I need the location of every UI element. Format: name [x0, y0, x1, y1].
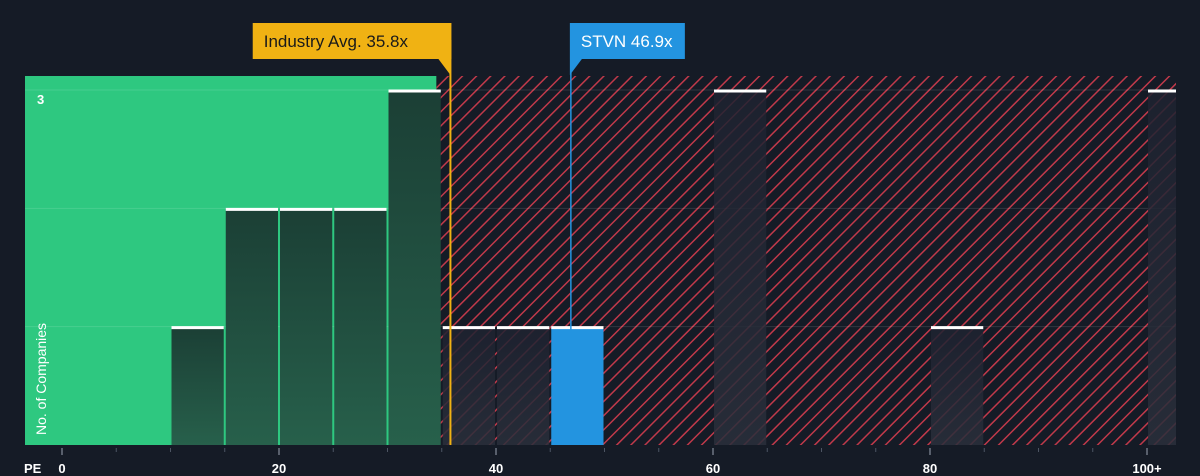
x-axis: 0 20 40 60 80 100+	[58, 448, 1162, 476]
histogram-bar	[931, 326, 984, 445]
y-tick-label: 3	[37, 92, 44, 107]
histogram-bar	[442, 326, 495, 445]
x-axis-title: PE	[24, 461, 42, 476]
industry-avg-callout-label: Industry Avg. 35.8x	[264, 32, 409, 51]
company-callout-label: STVN 46.9x	[581, 32, 673, 51]
x-tick-label: 40	[489, 461, 503, 476]
company-bar	[551, 326, 604, 445]
histogram-bar	[497, 326, 550, 445]
histogram-bar	[714, 90, 767, 445]
histogram-bar	[171, 326, 224, 445]
company-callout-pointer	[569, 59, 582, 75]
y-axis-title: No. of Companies	[33, 323, 49, 435]
x-tick-label: 0	[58, 461, 65, 476]
x-tick-label: 20	[272, 461, 286, 476]
histogram-bar	[1148, 90, 1176, 445]
histogram-bars	[171, 89, 1176, 445]
markers	[449, 40, 572, 445]
industry-avg-callout-pointer	[438, 59, 451, 75]
x-tick-label: 80	[923, 461, 937, 476]
histogram-bar	[334, 208, 387, 445]
x-tick-label: 100+	[1132, 461, 1162, 476]
histogram-bar	[225, 208, 278, 445]
histogram-bar	[388, 90, 441, 445]
industry-avg-callout-box	[252, 23, 452, 59]
callouts: Industry Avg. 35.8x STVN 46.9x	[252, 23, 685, 75]
company-callout-box	[569, 23, 685, 59]
histogram-bar	[280, 208, 333, 445]
x-tick-label: 60	[706, 461, 720, 476]
